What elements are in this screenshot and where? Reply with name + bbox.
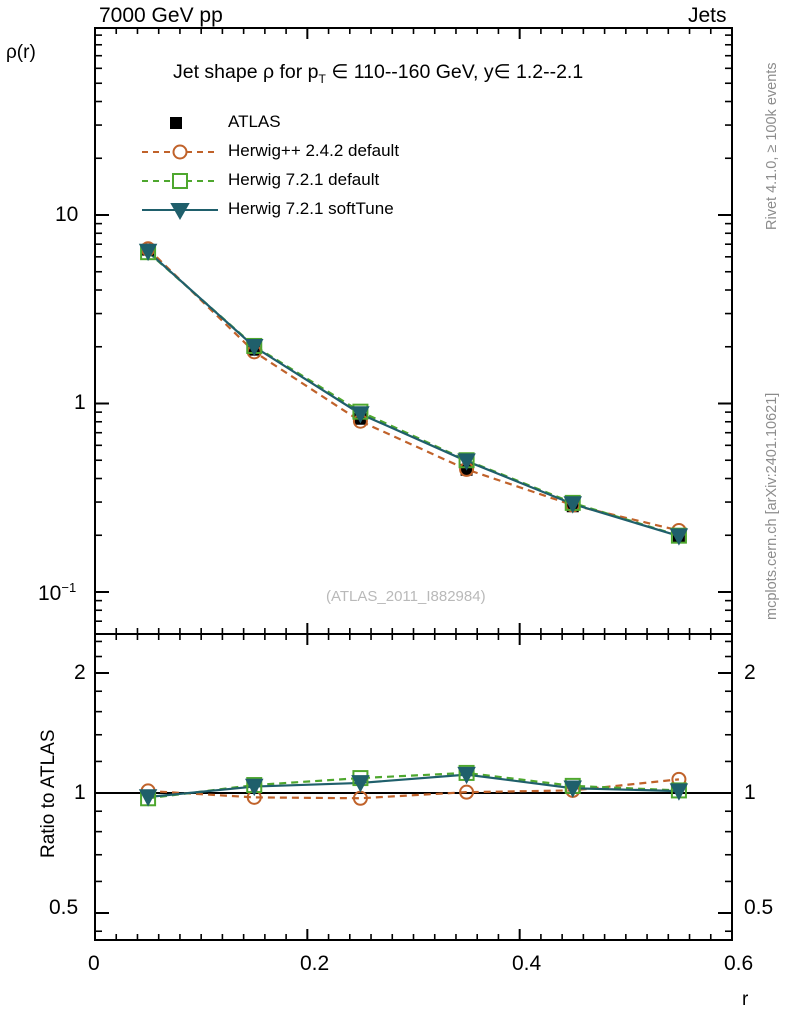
- main-ytick-10: 10: [55, 203, 79, 226]
- ratio-ytick-2-right: 2: [744, 661, 756, 684]
- header-beam-label: 7000 GeV pp: [99, 4, 223, 27]
- legend-marker-atlas: [170, 117, 182, 129]
- xtick-0: 0: [88, 952, 100, 975]
- x-axis-label: r: [742, 989, 749, 1010]
- title-subscript: T: [318, 71, 326, 86]
- xtick-0p4: 0.4: [512, 952, 542, 975]
- main-ytick-0p1-exponent: −1: [61, 580, 77, 595]
- title-mid: for p: [274, 61, 319, 83]
- header-analysis-label: Jets: [688, 4, 727, 27]
- rivet-version-text: Rivet 4.1.0, ≥ 100k events: [764, 62, 780, 230]
- mcplots-reference-text: mcplots.cern.ch [arXiv:2401.10621]: [764, 392, 780, 620]
- main-series: [138, 241, 689, 546]
- title-rho: ρ: [262, 61, 275, 83]
- xtick-0p6: 0.6: [724, 952, 754, 975]
- ratio-ytick-0p5-left: 0.5: [49, 896, 79, 919]
- main-ytick-0p1: 10−1: [38, 580, 76, 606]
- main-ytick-0p1-mantissa: 10: [38, 582, 62, 605]
- ratio-ytick-1-right: 1: [744, 781, 756, 804]
- legend-label-herwigpp: Herwig++ 2.4.2 default: [228, 141, 400, 160]
- ratio-ytick-1-left: 1: [74, 781, 86, 804]
- main-plot-title: Jet shape ρ for pT ∈ 110--160 GeV, y∈ 1.…: [173, 60, 583, 86]
- xtick-0p2: 0.2: [300, 952, 330, 975]
- analysis-id-watermark: (ATLAS_2011_I882984): [326, 588, 486, 605]
- legend-label-herwig721: Herwig 7.2.1 default: [228, 170, 380, 189]
- ratio-series: [95, 764, 732, 807]
- legend-label-herwig721-softtune: Herwig 7.2.1 softTune: [228, 199, 394, 218]
- ratio-y-axis-label: Ratio to ATLAS: [38, 729, 59, 859]
- legend-label-atlas: ATLAS: [228, 112, 281, 131]
- ratio-ytick-2-left: 2: [74, 661, 86, 684]
- title-rest: ∈ 110--160 GeV, y∈ 1.2--2.1: [325, 61, 584, 83]
- main-ytick-1: 1: [74, 391, 86, 414]
- title-prefix: Jet shape: [173, 61, 263, 83]
- ratio-panel-frame: [94, 633, 733, 941]
- main-y-axis-label: ρ(r): [6, 42, 36, 63]
- legend-marker-herwig721-softtune: [142, 203, 218, 221]
- legend-marker-herwig721: [142, 173, 218, 189]
- ratio-ytick-0p5-right: 0.5: [744, 896, 774, 919]
- legend-marker-herwigpp: [142, 144, 218, 160]
